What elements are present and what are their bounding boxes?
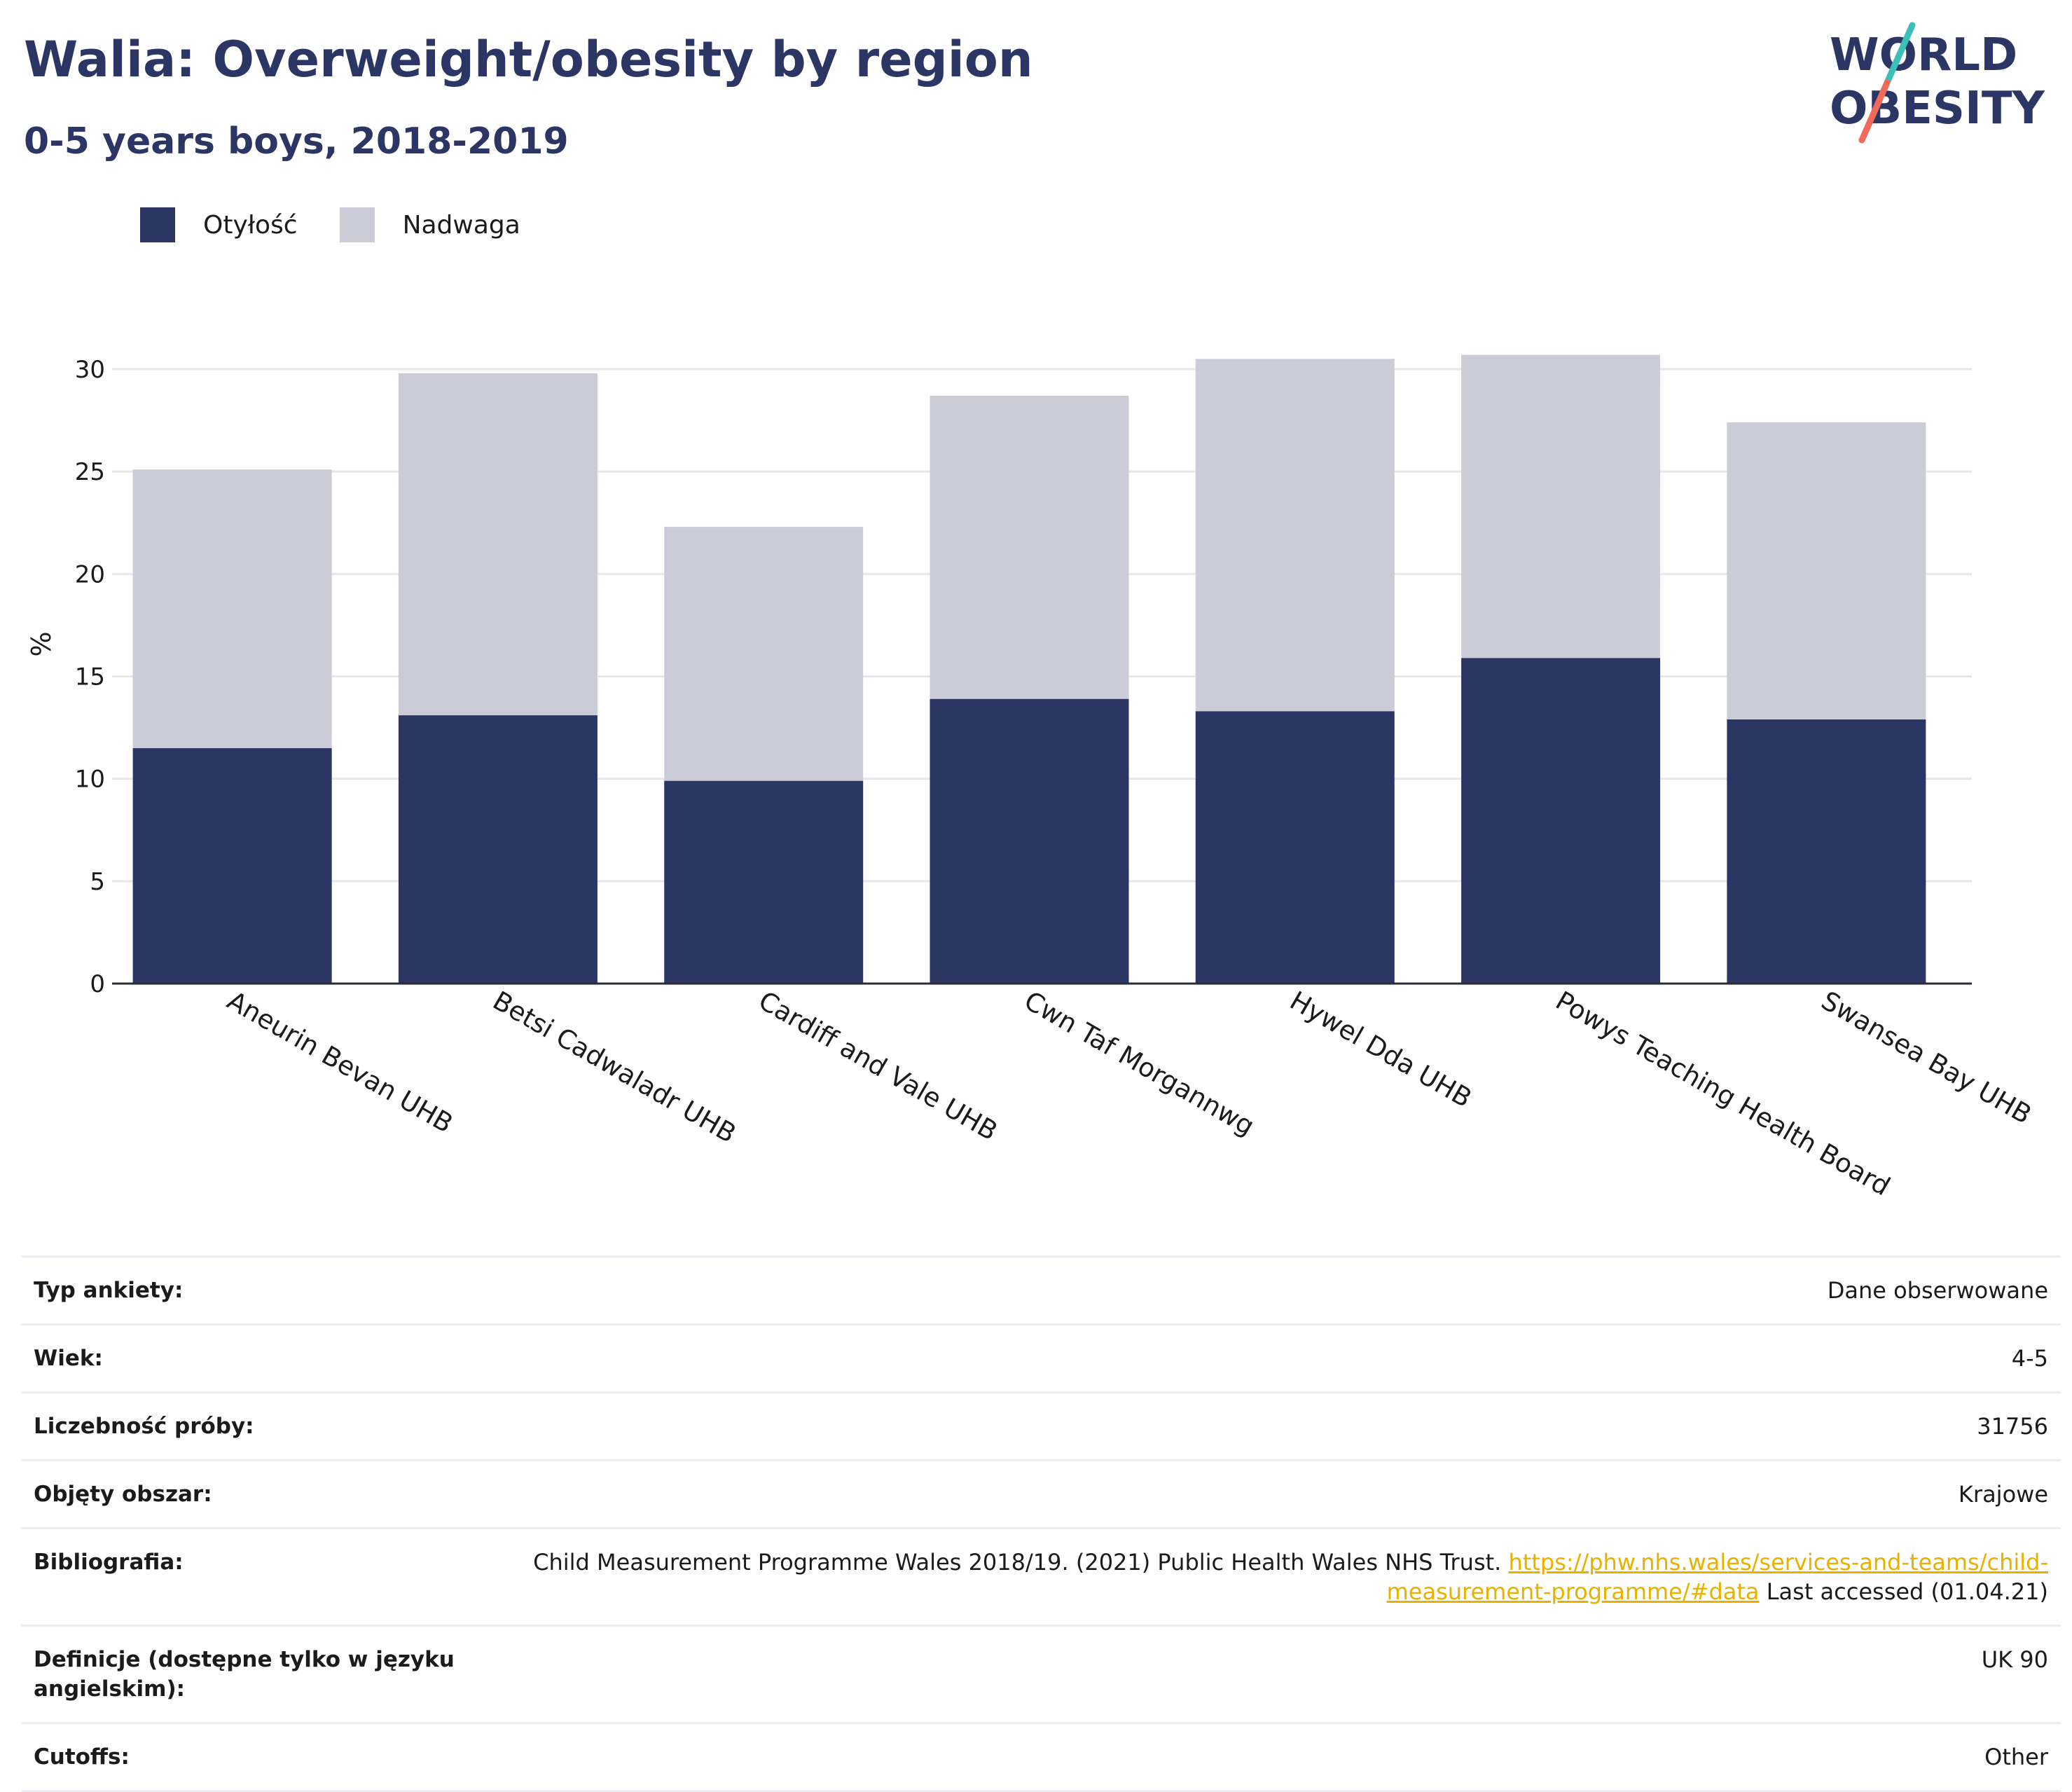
bar-overweight — [930, 396, 1129, 699]
table-row: Objęty obszar: Krajowe — [21, 1459, 2061, 1529]
page-title: Walia: Overweight/obesity by region — [24, 31, 1033, 88]
bar-obesity — [132, 747, 332, 984]
bar-overweight — [1727, 422, 1926, 719]
x-tick-label: Cardiff and Vale UHB — [754, 986, 1003, 1147]
x-tick-label: Cwn Taf Morgannwg — [1019, 986, 1259, 1142]
legend-swatch-obesity — [140, 207, 175, 242]
info-table: Typ ankiety: Dane obserwowane Wiek: 4-5 … — [21, 1255, 2061, 1792]
info-value: Other — [481, 1722, 2061, 1792]
bar-obesity — [1195, 711, 1395, 984]
info-key: Wiek: — [21, 1323, 481, 1393]
info-key: Definicje (dostępne tylko w języku angie… — [21, 1625, 481, 1723]
bar-obesity — [664, 780, 864, 984]
info-value: Dane obserwowane — [481, 1255, 2061, 1325]
y-tick-label: 30 — [75, 356, 105, 384]
table-row: Definicje (dostępne tylko w języku angie… — [21, 1625, 2061, 1723]
y-tick-label: 10 — [75, 766, 105, 794]
x-tick-label: Aneurin Bevan UHB — [222, 986, 458, 1139]
logo-text-obesity: OBESITY — [1830, 83, 2045, 135]
bar-overweight — [132, 469, 332, 748]
table-row: Bibliografia: Child Measurement Programm… — [21, 1527, 2061, 1626]
bibliography-text: Child Measurement Programme Wales 2018/1… — [533, 1549, 1509, 1576]
bibliography-accessed: Last accessed (01.04.21) — [1759, 1578, 2048, 1605]
world-obesity-logo: WORLD OBESITY — [1830, 22, 2045, 144]
bar-obesity — [930, 698, 1129, 984]
y-tick-label: 20 — [75, 560, 105, 588]
x-tick-label: Betsi Cadwaladr UHB — [488, 986, 741, 1150]
info-value: 31756 — [481, 1391, 2061, 1461]
info-key: Objęty obszar: — [21, 1459, 481, 1529]
bar-obesity — [1461, 658, 1661, 984]
x-tick-label: Swansea Bay UHB — [1816, 986, 2037, 1130]
info-value: Krajowe — [481, 1459, 2061, 1529]
logo-text-world: WORLD — [1830, 29, 2017, 81]
y-tick-label: 0 — [90, 970, 105, 998]
bar-overweight — [1461, 354, 1661, 659]
bar-overweight — [664, 527, 864, 781]
logo-slash-teal — [1884, 22, 1916, 86]
y-tick-label: 25 — [75, 458, 105, 486]
bar-overweight — [398, 373, 598, 716]
table-row: Cutoffs: Other — [21, 1722, 2061, 1792]
bar-overweight — [1195, 359, 1395, 712]
y-tick-label: 15 — [75, 663, 105, 691]
table-row: Typ ankiety: Dane obserwowane — [21, 1255, 2061, 1325]
chart-legend: Otyłość Nadwaga — [140, 207, 562, 242]
info-value: 4-5 — [481, 1323, 2061, 1393]
table-row: Wiek: 4-5 — [21, 1323, 2061, 1393]
info-key: Bibliografia: — [21, 1527, 481, 1626]
y-axis-label: % — [26, 631, 57, 656]
table-row: Liczebność próby: 31756 — [21, 1391, 2061, 1461]
logo-slash-red — [1858, 79, 1891, 144]
legend-label-obesity: Otyłość — [203, 210, 298, 240]
bar-obesity — [1727, 719, 1926, 984]
info-key: Liczebność próby: — [21, 1391, 481, 1461]
y-tick-label: 5 — [90, 868, 105, 896]
bibliography-value: Child Measurement Programme Wales 2018/1… — [481, 1527, 2061, 1626]
legend-label-overweight: Nadwaga — [402, 210, 520, 240]
legend-swatch-overweight — [339, 207, 375, 242]
bar-obesity — [398, 715, 598, 984]
info-value: UK 90 — [481, 1625, 2061, 1723]
info-key: Cutoffs: — [21, 1722, 481, 1792]
x-tick-label: Hywel Dda UHB — [1285, 986, 1477, 1114]
info-key: Typ ankiety: — [21, 1255, 481, 1325]
stacked-bar-chart: 0 5 10 15 20 25 30% Aneurin Bevan UHB Betsi Cadw… — [26, 354, 2037, 1201]
page-subtitle: 0-5 years boys, 2018-2019 — [24, 120, 569, 163]
bibliography-link[interactable]: https://phw.nhs.wales/services-and-teams… — [1386, 1549, 2048, 1605]
